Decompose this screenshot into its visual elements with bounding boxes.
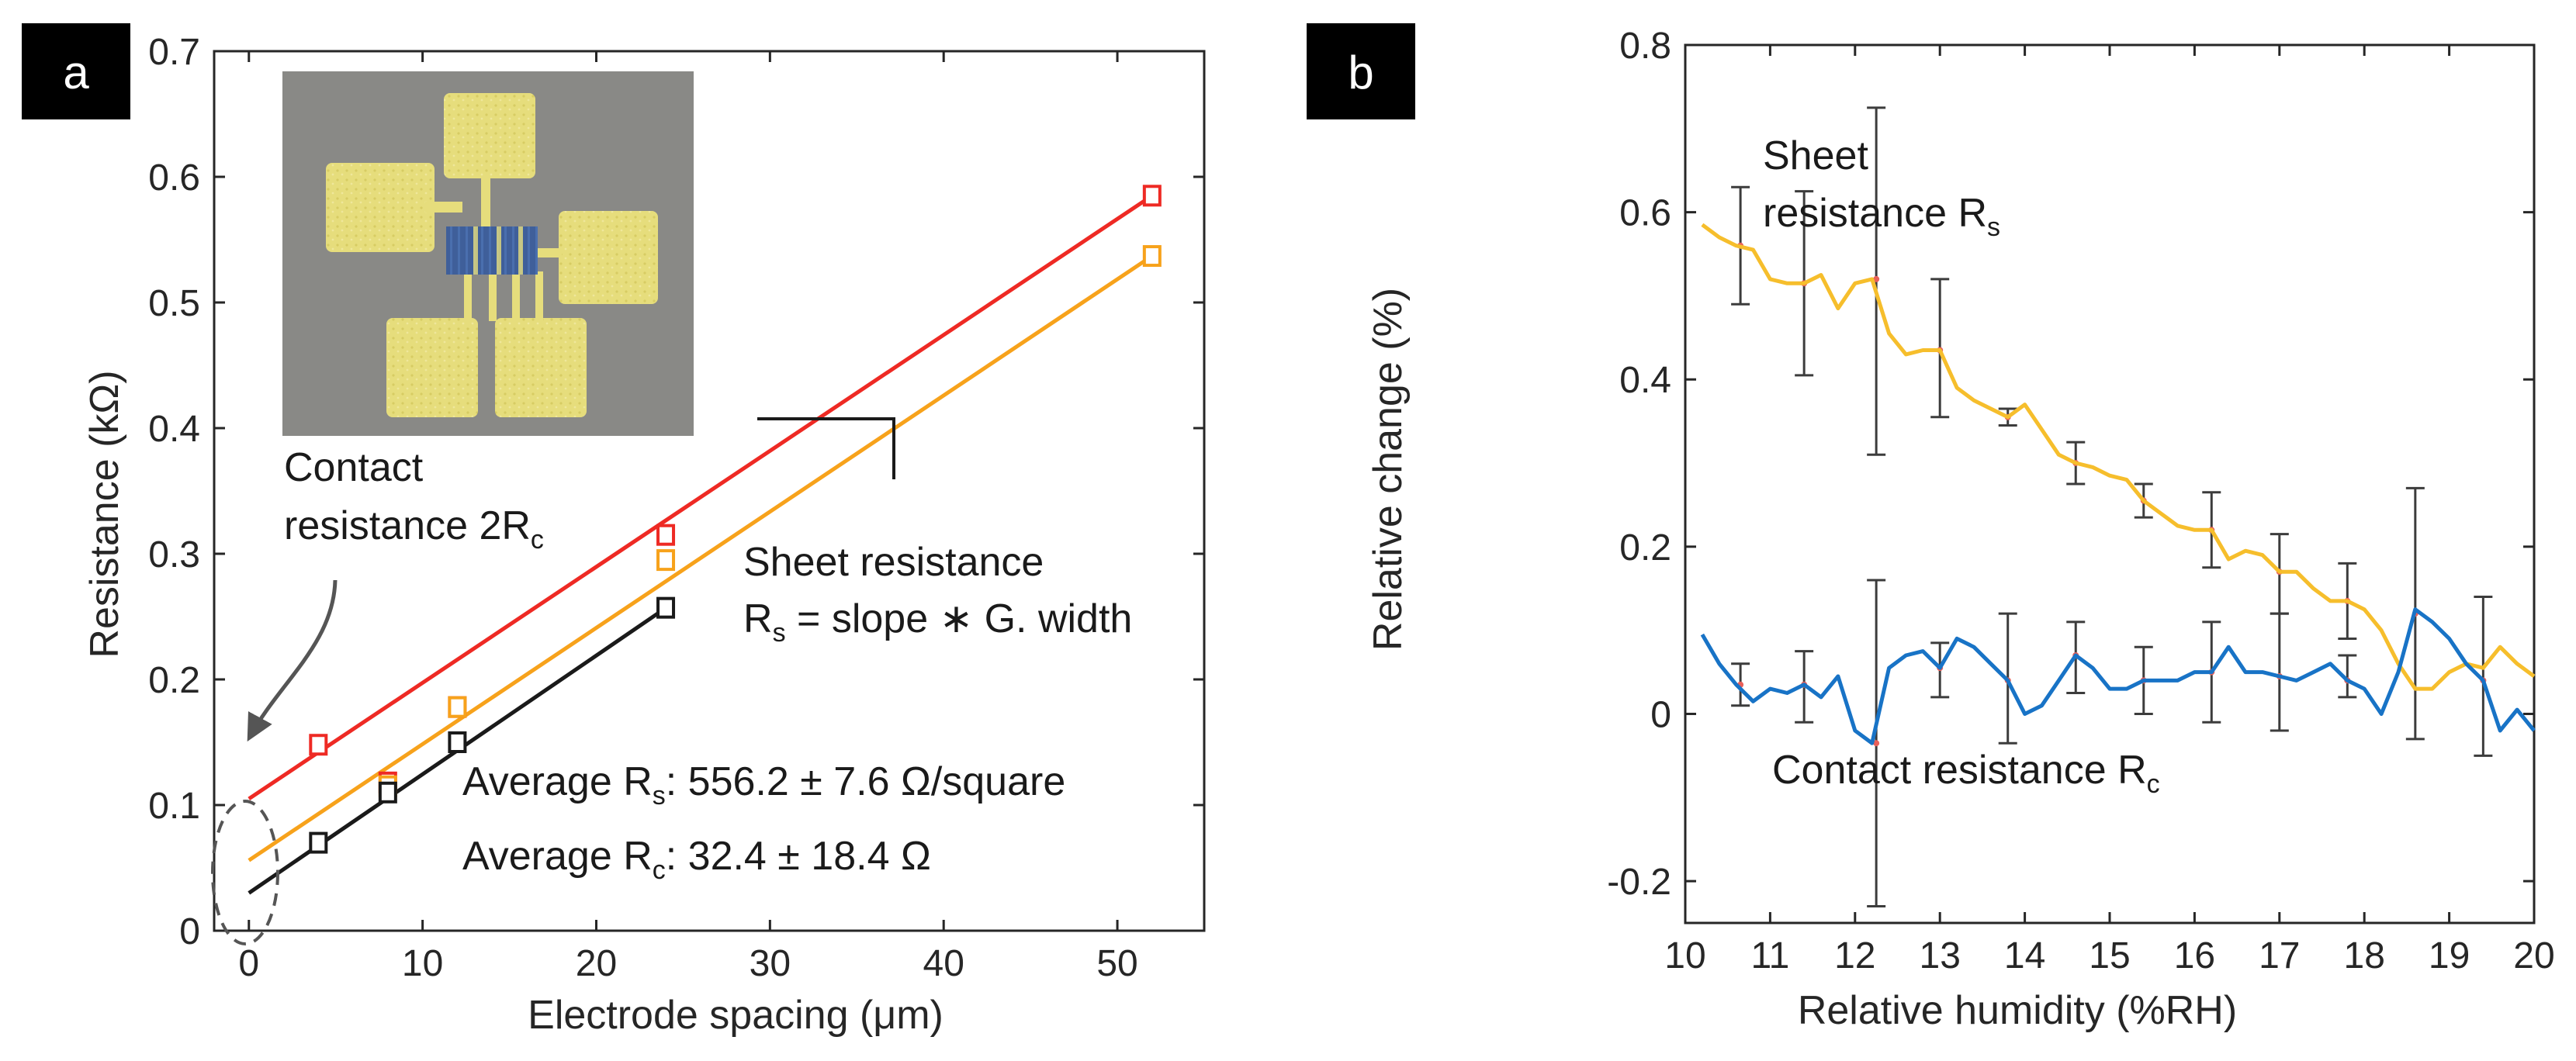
marker-black bbox=[378, 781, 397, 804]
marker-orange bbox=[656, 549, 676, 572]
average-rs-annotation: Average Rs: 556.2 ± 7.6 Ω/square bbox=[462, 759, 1065, 810]
panel-a-y-tick-label: 0.3 bbox=[148, 534, 200, 575]
panel-a-x-tick-label: 20 bbox=[576, 943, 617, 984]
panel-a-label-box bbox=[22, 23, 130, 119]
error-bar bbox=[1930, 278, 1950, 419]
panel-a-axes: 0 10 20 30 40 50 0 0.1 0.2 0.3 0.4 0.5 0.6 0.7 bbox=[148, 32, 1206, 984]
intercept-ellipse bbox=[211, 800, 279, 945]
panel-a-y-tick-label: 0.5 bbox=[148, 283, 200, 324]
panel-a-x-tick-label: 40 bbox=[923, 943, 964, 984]
panel-b-x-tick-label: 12 bbox=[1834, 935, 1875, 976]
panel-a-plot-frame bbox=[213, 50, 1206, 932]
panel-b-x-tick-label: 18 bbox=[2344, 935, 2385, 976]
panel-b-x-tick-label: 20 bbox=[2513, 935, 2554, 976]
sheet-rs-annotation-line1: Sheet bbox=[1763, 133, 1868, 178]
error-bar-center bbox=[1873, 740, 1880, 747]
panel-b-x-tick-label: 15 bbox=[2089, 935, 2130, 976]
panel-b-y-tick-label: 0.8 bbox=[1619, 26, 1671, 67]
series-line-sheet-resistance bbox=[1701, 223, 2536, 691]
panel-a-y-tick-label: 0.2 bbox=[148, 660, 200, 701]
sheet-annotation-line2: Rs = slope ∗ G. width bbox=[743, 596, 1132, 648]
average-rc-annotation: Average Rc: 32.4 ± 18.4 Ω bbox=[462, 834, 931, 885]
panel-b-label-box bbox=[1307, 23, 1415, 119]
error-bar bbox=[2270, 612, 2289, 732]
panel-a-y-tick-label: 0.7 bbox=[148, 32, 200, 73]
panel-a-x-tick-label: 0 bbox=[238, 943, 259, 984]
inset-micrograph bbox=[282, 71, 694, 436]
marker-black bbox=[309, 831, 328, 854]
panel-a-y-tick-label: 0.4 bbox=[148, 409, 200, 450]
panel-b-series-lines bbox=[1700, 223, 2536, 745]
panel-b-y-axis-title: Relative change (%) bbox=[1366, 288, 1411, 651]
inset-channel bbox=[446, 226, 538, 275]
contact-arrow bbox=[247, 579, 338, 742]
panel-b-y-tick-label: 0.6 bbox=[1619, 193, 1671, 234]
marker-orange bbox=[448, 696, 467, 718]
contact-annotation-line2: resistance 2Rc bbox=[284, 503, 544, 555]
panel-a-x-axis-title: Electrode spacing (μm) bbox=[528, 993, 943, 1038]
contact-annotation-line1: Contact bbox=[284, 445, 424, 490]
panel-a-markers bbox=[309, 185, 1162, 854]
panel-b-x-tick-label: 19 bbox=[2429, 935, 2470, 976]
fit-line-orange bbox=[248, 254, 1154, 862]
error-bar bbox=[2270, 533, 2289, 615]
panel-a-x-tick-label: 50 bbox=[1096, 943, 1137, 984]
panel-b-x-tick-label: 16 bbox=[2174, 935, 2215, 976]
marker-black bbox=[448, 731, 467, 753]
marker-red bbox=[1142, 185, 1162, 207]
panel-b-y-tick-label: 0 bbox=[1650, 694, 1671, 735]
panel-b-axes: 10 11 12 13 14 15 16 17 18 19 20 -0.2 0 0.2 0.4 0.6 0.8 bbox=[1607, 26, 2554, 976]
panel-b-x-tick-label: 13 bbox=[1920, 935, 1961, 976]
panel-b-x-tick-label: 17 bbox=[2259, 935, 2300, 976]
panel-b-x-tick-label: 11 bbox=[1750, 935, 1789, 976]
error-bar bbox=[1867, 579, 1886, 907]
inset-pad-bottom-right bbox=[495, 318, 587, 417]
panel-a-x-tick-label: 30 bbox=[750, 943, 791, 984]
panel-a: a 0 10 20 30 40 50 0 0.1 0.2 0.3 0.4 0.5 0.6 0.7 bbox=[22, 23, 1206, 1038]
error-bar bbox=[1731, 662, 1750, 707]
panel-b: b 10 11 12 13 14 15 16 17 18 19 20 -0.2 0 0.2 0.4 0.6 0.… bbox=[1307, 23, 2555, 1033]
sheet-annotation-line1: Sheet resistance bbox=[743, 540, 1044, 585]
panel-b-label: b bbox=[1348, 47, 1373, 98]
panel-b-y-tick-label: 0.4 bbox=[1619, 360, 1671, 401]
panel-a-y-tick-label: 0.1 bbox=[148, 786, 200, 827]
fit-line-red bbox=[248, 194, 1154, 800]
panel-a-y-axis-title: Resistance (kΩ) bbox=[82, 370, 127, 658]
panel-a-y-tick-label: 0.6 bbox=[148, 157, 200, 199]
error-bar bbox=[1867, 106, 1886, 456]
sheet-rs-annotation-line2: resistance Rs bbox=[1763, 191, 2000, 242]
panel-b-x-tick-label: 10 bbox=[1664, 935, 1705, 976]
marker-red bbox=[656, 524, 676, 546]
panel-b-x-tick-label: 14 bbox=[2004, 935, 2045, 976]
inset-pad-top bbox=[444, 93, 535, 178]
inset-pad-right bbox=[559, 211, 658, 304]
contact-rc-annotation: Contact resistance Rc bbox=[1772, 748, 2160, 799]
panel-b-x-axis-title: Relative humidity (%RH) bbox=[1798, 988, 2237, 1033]
series-line-contact-resistance bbox=[1700, 607, 2536, 745]
marker-orange bbox=[1142, 245, 1162, 268]
slope-indicator bbox=[757, 417, 895, 479]
marker-black bbox=[656, 596, 676, 619]
panel-a-y-tick-label: 0 bbox=[179, 911, 200, 952]
inset-pad-bottom-left bbox=[386, 318, 478, 417]
error-bar bbox=[1930, 641, 1950, 699]
panel-b-y-tick-label: 0.2 bbox=[1619, 527, 1671, 569]
marker-red bbox=[309, 734, 328, 756]
panel-a-label: a bbox=[63, 47, 89, 98]
error-bar-center bbox=[1873, 275, 1880, 282]
panel-a-x-tick-label: 10 bbox=[402, 943, 443, 984]
inset-pad-left bbox=[326, 163, 435, 252]
panel-b-y-tick-label: -0.2 bbox=[1607, 862, 1671, 903]
